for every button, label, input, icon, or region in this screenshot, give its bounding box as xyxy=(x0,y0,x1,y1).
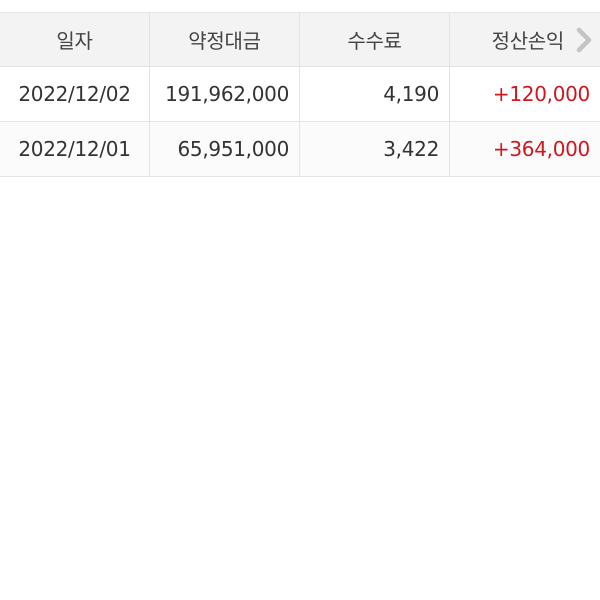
table-row[interactable]: 2022/12/01 65,951,000 3,422 +364,000 xyxy=(0,122,600,177)
header-fee[interactable]: 수수료 xyxy=(300,13,450,66)
cell-date: 2022/12/02 xyxy=(0,67,150,121)
header-pnl-label: 정산손익 xyxy=(491,29,565,53)
chevron-right-icon[interactable] xyxy=(572,27,596,53)
settlement-table: 일자 약정대금 수수료 정산손익 2022/12/02 191,962,000 … xyxy=(0,12,600,177)
cell-amount: 65,951,000 xyxy=(150,122,300,176)
cell-date: 2022/12/01 xyxy=(0,122,150,176)
table-row[interactable]: 2022/12/02 191,962,000 4,190 +120,000 xyxy=(0,67,600,122)
header-pnl[interactable]: 정산손익 xyxy=(450,13,600,66)
cell-fee: 3,422 xyxy=(300,122,450,176)
cell-amount: 191,962,000 xyxy=(150,67,300,121)
header-amount[interactable]: 약정대금 xyxy=(150,13,300,66)
cell-fee: 4,190 xyxy=(300,67,450,121)
cell-pnl: +120,000 xyxy=(492,82,590,106)
table-header: 일자 약정대금 수수료 정산손익 xyxy=(0,12,600,67)
header-date[interactable]: 일자 xyxy=(0,13,150,66)
cell-pnl: +364,000 xyxy=(492,137,590,161)
